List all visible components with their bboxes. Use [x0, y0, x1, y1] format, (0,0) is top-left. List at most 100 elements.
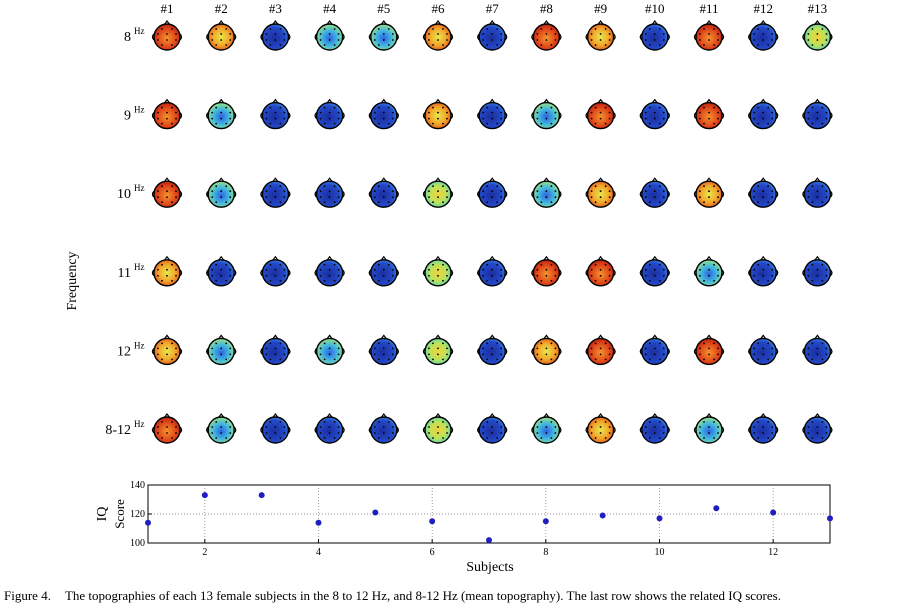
electrode-dot	[658, 201, 661, 204]
electrode-dot	[807, 33, 810, 35]
electrode-dot	[500, 111, 503, 114]
electrode-dot	[265, 190, 268, 193]
electrode-dot	[648, 263, 651, 266]
electrode-dot	[599, 190, 602, 193]
electrode-dot	[382, 353, 385, 356]
electrode-dot	[161, 263, 163, 266]
electrode-dot	[757, 421, 760, 423]
topomap-fill	[695, 180, 723, 208]
electrode-dot	[225, 106, 228, 109]
electrode-dot	[757, 437, 760, 439]
electrode-dot	[265, 117, 268, 120]
electrode-dot	[703, 28, 705, 30]
electrode-dot	[387, 185, 390, 188]
topomap-fill	[478, 23, 506, 51]
electrode-dot	[767, 279, 770, 282]
electrode-dot	[608, 111, 611, 114]
electrode-dot	[428, 274, 430, 277]
electrode-dot	[229, 353, 232, 356]
electrode-dot	[717, 274, 719, 277]
electrode-dot	[825, 268, 828, 271]
electrode-dot	[391, 432, 394, 434]
electrode-dot	[274, 274, 277, 277]
electrode-dot	[432, 279, 434, 282]
electrode-dot	[699, 353, 701, 356]
caption-text: The topographies of each 13 female subje…	[64, 588, 781, 603]
electrode-dot	[166, 190, 168, 193]
topomap-head	[802, 20, 833, 51]
electrode-dot	[428, 196, 430, 199]
electrode-dot	[283, 190, 286, 193]
electrode-dot	[161, 201, 163, 204]
subject-label: #4	[323, 1, 337, 16]
electrode-dot	[437, 117, 439, 120]
electrode-dot	[699, 33, 701, 35]
electrode-dot	[717, 353, 719, 356]
electrode-dot	[437, 432, 439, 434]
topomap-head	[531, 413, 562, 444]
electrode-dot	[757, 44, 760, 46]
electrode-dot	[816, 39, 819, 41]
electrode-dot	[644, 190, 647, 193]
electrode-dot	[161, 421, 163, 423]
topomap-head	[206, 177, 237, 208]
electrode-dot	[491, 117, 494, 120]
topomap-fill	[695, 101, 723, 130]
topomap-head	[693, 413, 725, 444]
electrode-dot	[225, 44, 228, 46]
electrode-dot	[486, 421, 489, 423]
electrode-dot	[717, 39, 719, 41]
electrode-dot	[333, 201, 336, 204]
electrode-dot	[662, 190, 665, 193]
electrode-dot	[662, 432, 665, 434]
electrode-dot	[653, 117, 656, 120]
electrode-dot	[333, 28, 336, 30]
electrode-dot	[175, 117, 177, 120]
electrode-dot	[496, 28, 499, 30]
electrode-dot	[265, 111, 268, 114]
electrode-dot	[382, 33, 385, 35]
electrode-dot	[821, 437, 824, 439]
electrode-dot	[811, 358, 814, 361]
electrode-dot	[545, 268, 548, 271]
electrode-dot	[491, 432, 494, 434]
electrode-dot	[274, 347, 277, 350]
topomap-fill	[424, 416, 452, 444]
electrode-dot	[225, 358, 228, 361]
electrode-dot	[604, 358, 607, 361]
electrode-dot	[428, 268, 430, 271]
electrode-dot	[283, 347, 286, 350]
iq-point	[372, 509, 379, 516]
electrode-dot	[486, 44, 489, 46]
electrode-dot	[442, 358, 444, 361]
electrode-dot	[211, 117, 214, 120]
electrode-dot	[662, 274, 665, 277]
electrode-dot	[536, 190, 539, 193]
topomap-fill	[315, 259, 344, 287]
topomap-fill	[370, 23, 398, 51]
electrode-dot	[166, 426, 168, 428]
topomap-fill	[478, 337, 506, 366]
electrode-dot	[337, 39, 340, 41]
electrode-dot	[486, 358, 489, 361]
frequency-label: 12	[117, 344, 131, 359]
electrode-dot	[816, 33, 819, 35]
electrode-dot	[157, 353, 159, 356]
electrode-dot	[373, 432, 376, 434]
topomap-head	[477, 177, 508, 208]
electrode-dot	[604, 263, 607, 266]
topomap-fill	[803, 259, 832, 287]
topomap-head	[802, 334, 833, 366]
electrode-dot	[717, 196, 719, 199]
y-axis-label-iq: IQ	[95, 507, 110, 522]
electrode-dot	[757, 201, 760, 204]
electrode-dot	[599, 347, 602, 350]
electrode-dot	[713, 358, 715, 361]
electrode-dot	[175, 353, 177, 356]
electrode-dot	[157, 432, 159, 434]
electrode-dot	[482, 274, 485, 277]
electrode-dot	[279, 342, 282, 345]
electrode-dot	[536, 353, 539, 356]
electrode-dot	[608, 268, 611, 271]
topomap-head	[802, 177, 833, 208]
